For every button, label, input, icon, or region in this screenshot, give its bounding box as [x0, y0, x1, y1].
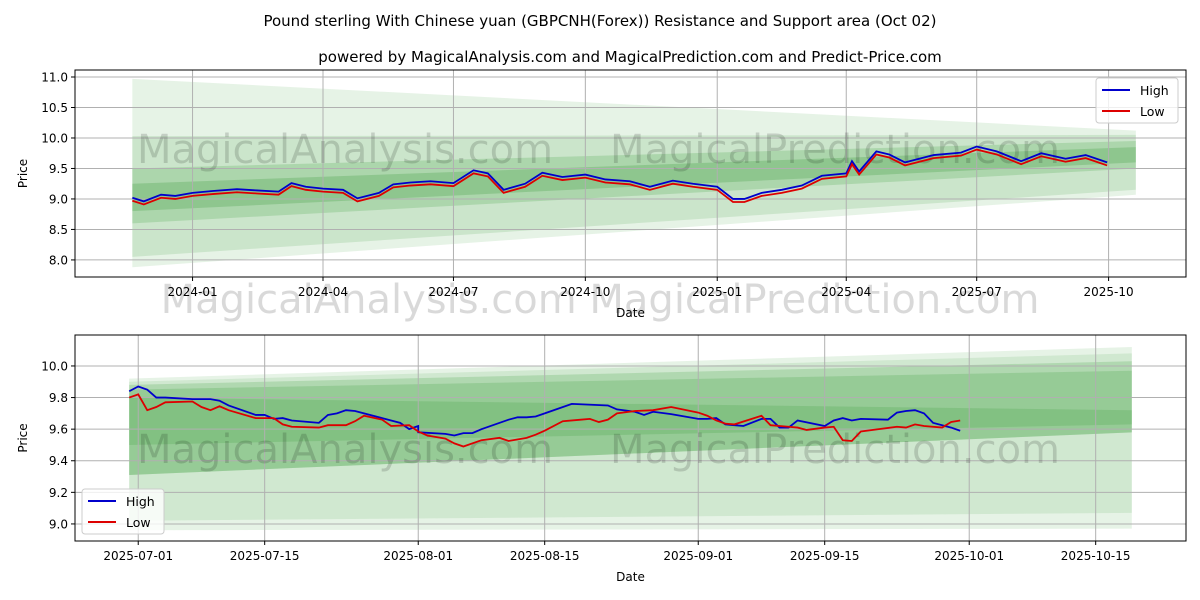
support-resistance-band	[129, 353, 1132, 521]
y-tick-label: 9.0	[49, 517, 68, 531]
plot-frame	[74, 334, 1187, 542]
watermark: MagicalAnalysis.com	[137, 427, 553, 473]
top-chart: 8.0 8.5 9.0 9.5 10.0 10.5 11.0 2024-01 2024-04 20…	[16, 69, 1187, 323]
y-tick-label: 9.0	[49, 192, 68, 206]
x-tick-label: 2025-09-15	[790, 549, 860, 563]
x-tick-label: 2024-01	[167, 285, 217, 299]
support-resistance-band	[132, 134, 1136, 257]
x-tick-label: 2025-10-01	[934, 549, 1004, 563]
support-resistance-band	[129, 370, 1132, 475]
y-tick-label: 10.0	[41, 131, 68, 145]
watermark: MagicalAnalysis.com	[137, 127, 553, 173]
x-tick-label: 2024-10	[560, 285, 610, 299]
x-tick-label: 2025-08-01	[383, 549, 453, 563]
watermark: MagicalAnalysis.com MagicalPrediction.co…	[161, 277, 1040, 323]
support-resistance-band	[129, 361, 1132, 475]
y-tick-label: 11.0	[41, 71, 68, 85]
x-axis-label: Date	[616, 306, 645, 320]
y-tick-label: 10.5	[41, 101, 68, 115]
plot-frame	[74, 69, 1187, 278]
x-tick-label: 2025-01	[692, 285, 742, 299]
x-tick-label: 2025-07	[952, 285, 1002, 299]
low-line	[128, 393, 961, 448]
y-tick-label: 9.8	[49, 391, 68, 405]
y-axis-label: Price	[16, 423, 30, 452]
x-tick-label: 2025-07-01	[103, 549, 173, 563]
support-resistance-band	[132, 78, 1136, 268]
watermark: MagicalPrediction.com	[610, 427, 1060, 473]
bottom-chart: 9.0 9.2 9.4 9.6 9.8 10.0 2025-07-01 2025-07-15 2…	[16, 334, 1187, 584]
watermark: MagicalPrediction.com	[610, 127, 1060, 173]
x-tick-label: 2024-07	[428, 285, 478, 299]
x-tick-label: 2025-10	[1084, 285, 1134, 299]
x-tick-label: 2024-04	[298, 285, 348, 299]
y-tick-label: 9.5	[49, 162, 68, 176]
low-line	[132, 148, 1108, 206]
high-line	[132, 145, 1108, 203]
chart-title: Pound sterling With Chinese yuan (GBPCNH…	[263, 12, 936, 30]
legend: High Low	[1095, 77, 1179, 124]
x-axis-label: Date	[616, 570, 645, 584]
x-tick-label: 2025-09-01	[663, 549, 733, 563]
y-tick-label: 9.4	[49, 454, 68, 468]
y-tick-label: 8.5	[49, 223, 68, 237]
x-tick-label: 2025-07-15	[230, 549, 300, 563]
legend-label-high: High	[1140, 83, 1169, 98]
y-tick-label: 10.0	[41, 359, 68, 373]
legend-label-low: Low	[1140, 104, 1165, 119]
x-tick-label: 2025-10-15	[1061, 549, 1131, 563]
x-tick-label: 2025-08-15	[510, 549, 580, 563]
support-resistance-band	[129, 347, 1132, 531]
support-resistance-band	[129, 397, 1132, 445]
legend: High Low	[81, 488, 165, 535]
x-tick-label: 2025-04	[821, 285, 871, 299]
support-resistance-band	[132, 147, 1136, 212]
chart-subtitle: powered by MagicalAnalysis.com and Magic…	[318, 48, 942, 66]
legend-label-low: Low	[126, 515, 151, 530]
y-tick-label: 9.2	[49, 486, 68, 500]
y-axis-label: Price	[16, 159, 30, 188]
legend-label-high: High	[126, 494, 155, 509]
y-tick-label: 9.6	[49, 423, 68, 437]
high-line	[128, 385, 961, 437]
y-tick-label: 8.0	[49, 253, 68, 267]
